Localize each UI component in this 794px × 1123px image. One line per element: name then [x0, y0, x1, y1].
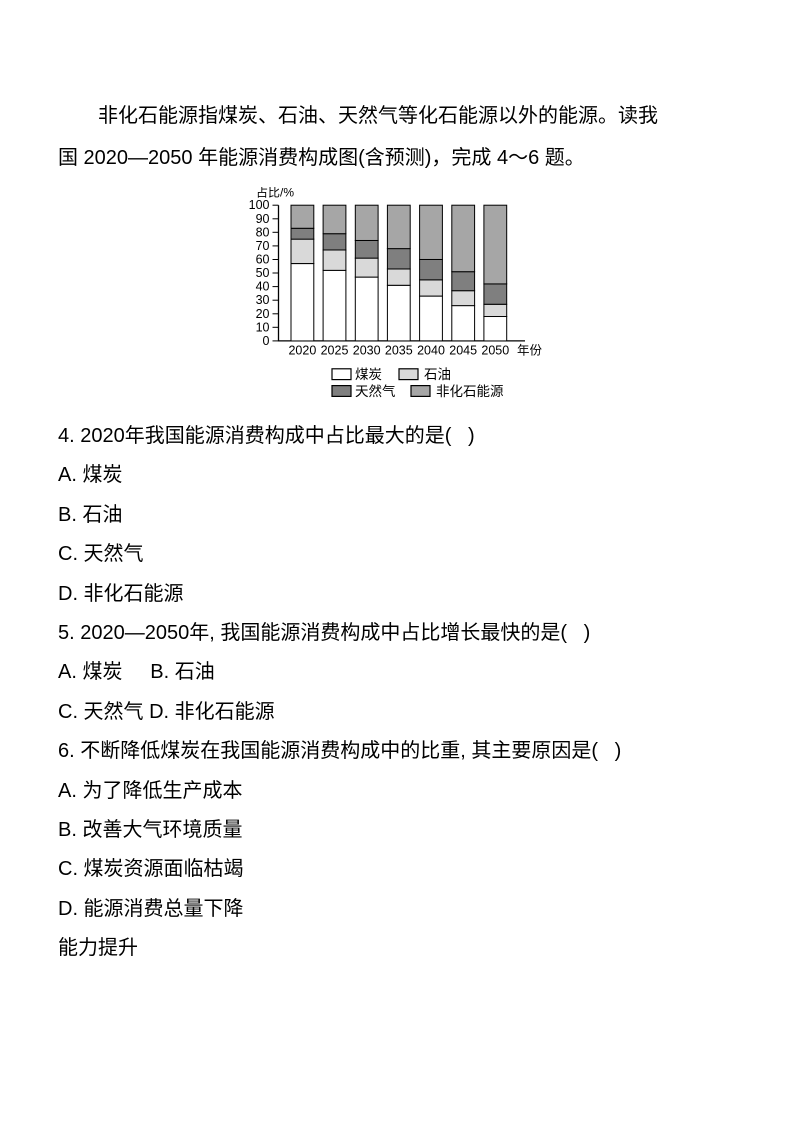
svg-text:50: 50	[256, 266, 270, 280]
svg-text:2025: 2025	[321, 344, 349, 358]
svg-text:2040: 2040	[417, 344, 445, 358]
svg-text:20: 20	[256, 307, 270, 321]
svg-text:40: 40	[256, 280, 270, 294]
svg-text:年份: 年份	[517, 344, 543, 358]
svg-text:2050: 2050	[481, 344, 509, 358]
svg-text:10: 10	[256, 320, 270, 334]
svg-text:煤炭: 煤炭	[355, 367, 382, 382]
svg-text:80: 80	[256, 225, 270, 239]
svg-text:2045: 2045	[449, 344, 477, 358]
svg-text:90: 90	[256, 212, 270, 226]
svg-text:石油: 石油	[424, 367, 451, 382]
svg-text:2035: 2035	[385, 344, 413, 358]
svg-text:2020: 2020	[288, 344, 316, 358]
svg-text:0: 0	[263, 334, 270, 348]
svg-text:2030: 2030	[353, 344, 381, 358]
svg-text:非化石能源: 非化石能源	[436, 384, 504, 399]
svg-text:70: 70	[256, 239, 270, 253]
svg-text:60: 60	[256, 253, 270, 267]
svg-text:30: 30	[256, 293, 270, 307]
svg-text:100: 100	[249, 198, 270, 212]
svg-text:天然气: 天然气	[355, 383, 396, 399]
